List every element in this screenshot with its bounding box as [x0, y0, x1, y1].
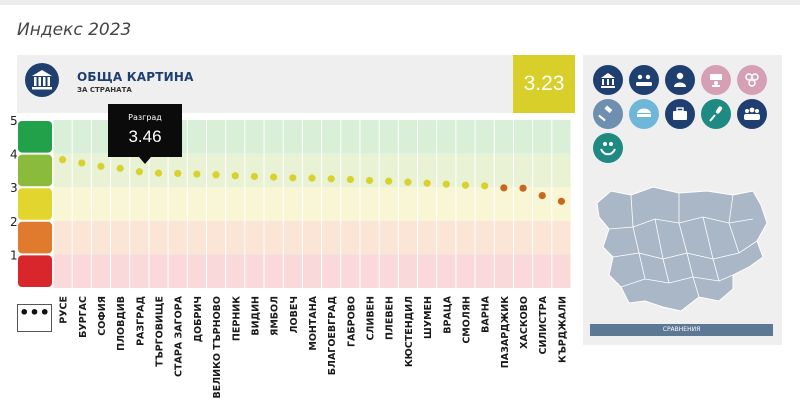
level-swatch-3	[18, 221, 52, 254]
microphone-icon[interactable]	[701, 99, 731, 129]
side-panel	[583, 55, 782, 345]
level-swatch-0	[18, 121, 52, 153]
data-point-22	[481, 182, 489, 190]
x-tick-label: РУСЕ	[59, 296, 70, 324]
x-tick-label: КЪРДЖАЛИ	[557, 296, 568, 363]
gavel-icon[interactable]	[593, 99, 623, 129]
data-point-18	[404, 178, 412, 186]
x-tick-label: СИЛИСТРА	[538, 295, 549, 354]
y-tick-label: 5	[10, 114, 18, 128]
data-point-13	[308, 174, 316, 182]
data-point-2	[97, 162, 105, 170]
x-tick-label: ВРАЦА	[442, 295, 453, 333]
institution-icon	[25, 63, 59, 97]
band-2	[53, 187, 571, 221]
data-point-26	[557, 197, 566, 205]
panel-title: ОБЩА КАРТИНА	[77, 70, 194, 84]
data-point-8	[212, 171, 220, 179]
overview-panel: ОБЩА КАРТИНА ЗА СТРАНАТА	[17, 55, 575, 113]
top-border	[0, 0, 800, 5]
y-tick-label: 2	[10, 215, 18, 229]
data-point-5	[154, 169, 163, 177]
data-point-25	[538, 192, 546, 200]
y-tick-label: 3	[10, 181, 18, 195]
x-tick-label: КЮСТЕНДИЛ	[404, 296, 415, 367]
tooltip-region: Разград	[128, 113, 162, 122]
more-button[interactable]: •••	[17, 304, 52, 332]
x-tick-label: ВИДИН	[250, 296, 261, 336]
x-tick-label: ВЕЛИКО ТЪРНОВО	[212, 296, 223, 398]
data-point-17	[385, 177, 393, 185]
tooltip-value: 3.46	[128, 127, 162, 146]
data-point-12	[289, 174, 297, 182]
x-tick-label: ТЪРГОВИЩЕ	[155, 296, 166, 367]
coins-icon[interactable]	[737, 65, 767, 95]
country-score: 3.23	[513, 55, 575, 113]
level-swatch-2	[18, 188, 52, 220]
teacher-icon[interactable]	[701, 65, 731, 95]
y-tick-label: 4	[10, 148, 18, 162]
page-title: Индекс 2023	[17, 20, 132, 40]
province-borders	[608, 193, 758, 298]
data-point-14	[327, 175, 335, 183]
x-tick-label: ВАРНА	[481, 295, 492, 333]
data-point-7	[193, 170, 201, 178]
data-point-4	[135, 168, 143, 176]
data-point-21	[461, 181, 470, 189]
x-tick-label: СЛИВЕН	[366, 296, 377, 341]
data-point-11	[270, 173, 278, 181]
band-4	[53, 254, 571, 288]
data-point-0	[58, 156, 67, 164]
data-point-23	[500, 184, 508, 192]
crowd-icon[interactable]	[737, 99, 767, 129]
x-tick-label: ЛОВЕЧ	[289, 296, 300, 333]
data-point-10	[250, 172, 259, 181]
x-tick-label: ЯМБОЛ	[270, 296, 281, 336]
value-tooltip: Разград 3.46	[108, 104, 182, 164]
level-swatch-4	[18, 255, 52, 287]
data-point-20	[442, 180, 450, 188]
compare-button[interactable]: СРАВНЕНИЯ	[590, 324, 773, 336]
meeting-icon[interactable]	[629, 65, 659, 95]
police-cap-icon[interactable]	[629, 99, 659, 129]
y-tick-label: 1	[10, 248, 18, 262]
panel-subtitle: ЗА СТРАНАТА	[77, 86, 132, 94]
x-tick-label: ШУМЕН	[423, 296, 434, 339]
briefcase-icon[interactable]	[665, 99, 695, 129]
x-tick-label: ХАСКОВО	[519, 296, 530, 349]
x-tick-label: ПЛОВДИВ	[116, 296, 127, 351]
data-point-6	[174, 169, 182, 178]
data-point-24	[519, 184, 527, 192]
x-tick-label: СМОЛЯН	[461, 296, 472, 344]
x-tick-label: СОФИЯ	[97, 296, 108, 336]
bulgaria-map[interactable]	[583, 183, 782, 323]
level-swatch-1	[18, 154, 52, 187]
x-tick-label: ПЛЕВЕН	[385, 296, 396, 340]
bulgaria-map-shape	[596, 186, 768, 312]
x-tick-label: РАЗГРАД	[135, 296, 146, 346]
x-tick-label: ГАБРОВО	[346, 296, 357, 347]
band-3	[53, 220, 571, 255]
x-tick-label: ДОБРИЧ	[193, 296, 204, 342]
data-point-19	[423, 179, 431, 187]
data-point-15	[346, 175, 354, 184]
person-icon[interactable]	[665, 65, 695, 95]
data-point-9	[231, 172, 239, 180]
x-tick-label: БЛАГОЕВГРАД	[327, 296, 338, 375]
data-point-1	[78, 159, 86, 167]
x-tick-label: СТАРА ЗАГОРА	[174, 295, 185, 377]
region-chart: 5 4 3 2 1 РУСЕ БУРГАС СОФИЯ ПЛОВДИВ РАЗГРАД ТЪРГОВ…	[10, 114, 572, 398]
x-tick-label: БУРГАС	[78, 296, 89, 338]
band-1	[53, 153, 571, 188]
x-tick-label: ПЕРНИК	[231, 296, 242, 341]
protected-family-icon[interactable]	[593, 133, 623, 163]
x-tick-label: МОНТАНА	[308, 295, 319, 350]
data-point-3	[116, 164, 124, 172]
data-point-16	[365, 176, 374, 185]
x-tick-label: ПАЗАРДЖИК	[500, 296, 511, 368]
institution-icon[interactable]	[593, 65, 623, 95]
